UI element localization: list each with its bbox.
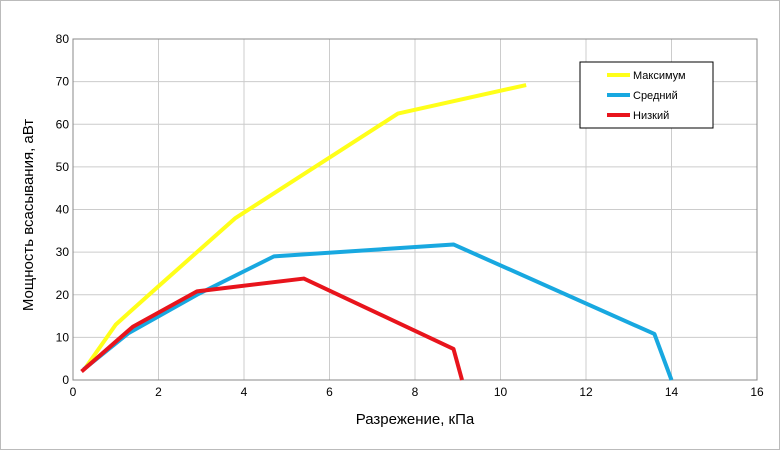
y-tick-label: 30 [56, 245, 70, 259]
x-axis-label: Разрежение, кПа [356, 411, 475, 428]
line-series [82, 242, 674, 381]
y-tick-label: 50 [56, 160, 70, 174]
legend-label: Максимум [633, 70, 686, 82]
x-tick-label: 6 [326, 385, 333, 399]
y-tick-label: 80 [56, 32, 70, 46]
y-tick-label: 60 [56, 117, 70, 131]
line-series [84, 83, 527, 369]
x-tick-label: 16 [750, 385, 764, 399]
legend-box [579, 61, 714, 129]
y-tick-label: 10 [56, 330, 70, 344]
x-tick-label: 8 [412, 385, 419, 399]
x-tick-label: 14 [665, 385, 679, 399]
y-tick-label: 40 [56, 203, 70, 217]
x-tick-label: 10 [494, 385, 508, 399]
legend-label: Средний [633, 90, 678, 102]
plot-border [72, 38, 758, 381]
x-tick-label: 2 [155, 385, 162, 399]
x-tick-label: 12 [579, 385, 593, 399]
x-tick-label: 0 [70, 385, 77, 399]
y-tick-label: 20 [56, 288, 70, 302]
legend-label: Низкий [633, 110, 669, 122]
y-tick-label: 70 [56, 75, 70, 89]
line-series [80, 276, 464, 381]
y-tick-label: 0 [62, 373, 69, 387]
x-tick-label: 4 [241, 385, 248, 399]
y-axis-label: Мощность всасывания, аВт [20, 119, 37, 311]
